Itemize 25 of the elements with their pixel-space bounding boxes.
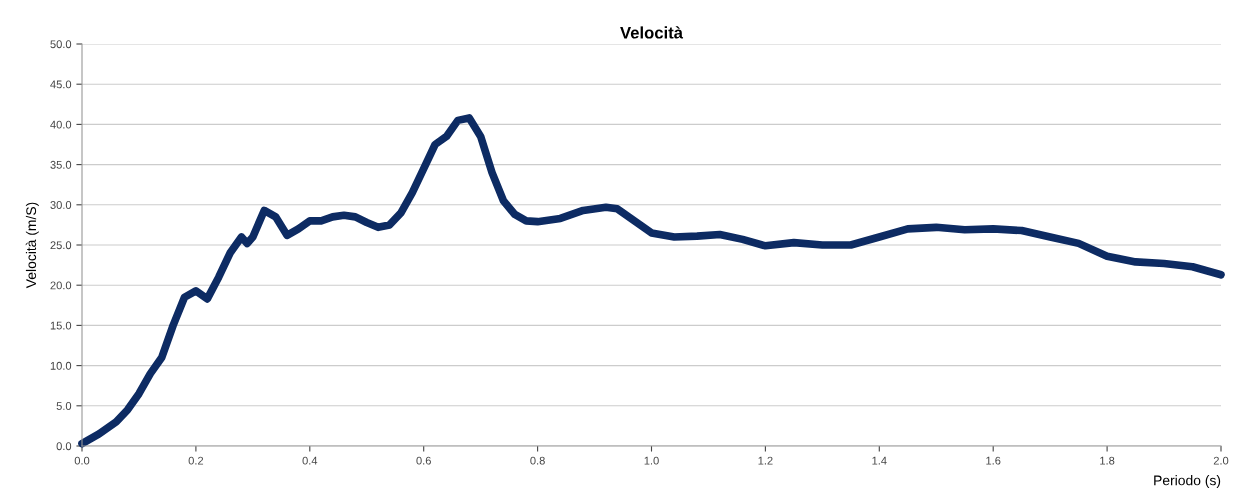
y-tick-label: 15.0 xyxy=(50,321,72,330)
y-tick-label: 35.0 xyxy=(50,160,72,169)
x-tick-label: 1.6 xyxy=(986,456,1001,465)
y-axis-title: Velocità (m/S) xyxy=(25,202,39,289)
y-tick-label: 10.0 xyxy=(50,361,72,370)
y-tick-label: 45.0 xyxy=(50,80,72,89)
y-tick-label: 25.0 xyxy=(50,241,72,250)
x-tick-label: 0.6 xyxy=(416,456,431,465)
x-tick-label: 1.2 xyxy=(758,456,773,465)
y-tick-label: 5.0 xyxy=(56,402,72,410)
y-tick-label: 0.0 xyxy=(56,442,72,451)
x-tick-label: 0.0 xyxy=(74,456,90,465)
y-tick-label: 30.0 xyxy=(50,201,72,209)
y-tick-label: 40.0 xyxy=(50,120,72,129)
x-tick-label: 1.4 xyxy=(872,456,887,465)
x-tick-label: 0.2 xyxy=(188,456,204,465)
y-tick-label: 50.0 xyxy=(50,40,72,49)
chart-title: Velocità xyxy=(620,26,684,39)
y-tick-label: 20.0 xyxy=(50,281,72,290)
x-tick-label: 2.0 xyxy=(1213,456,1229,465)
x-tick-label: 1.8 xyxy=(1100,456,1115,465)
x-tick-label: 0.8 xyxy=(530,456,545,465)
x-tick-label: 0.4 xyxy=(302,456,318,465)
x-tick-label: 1.0 xyxy=(644,456,659,465)
x-axis-title: Periodo (s) xyxy=(1154,475,1221,489)
